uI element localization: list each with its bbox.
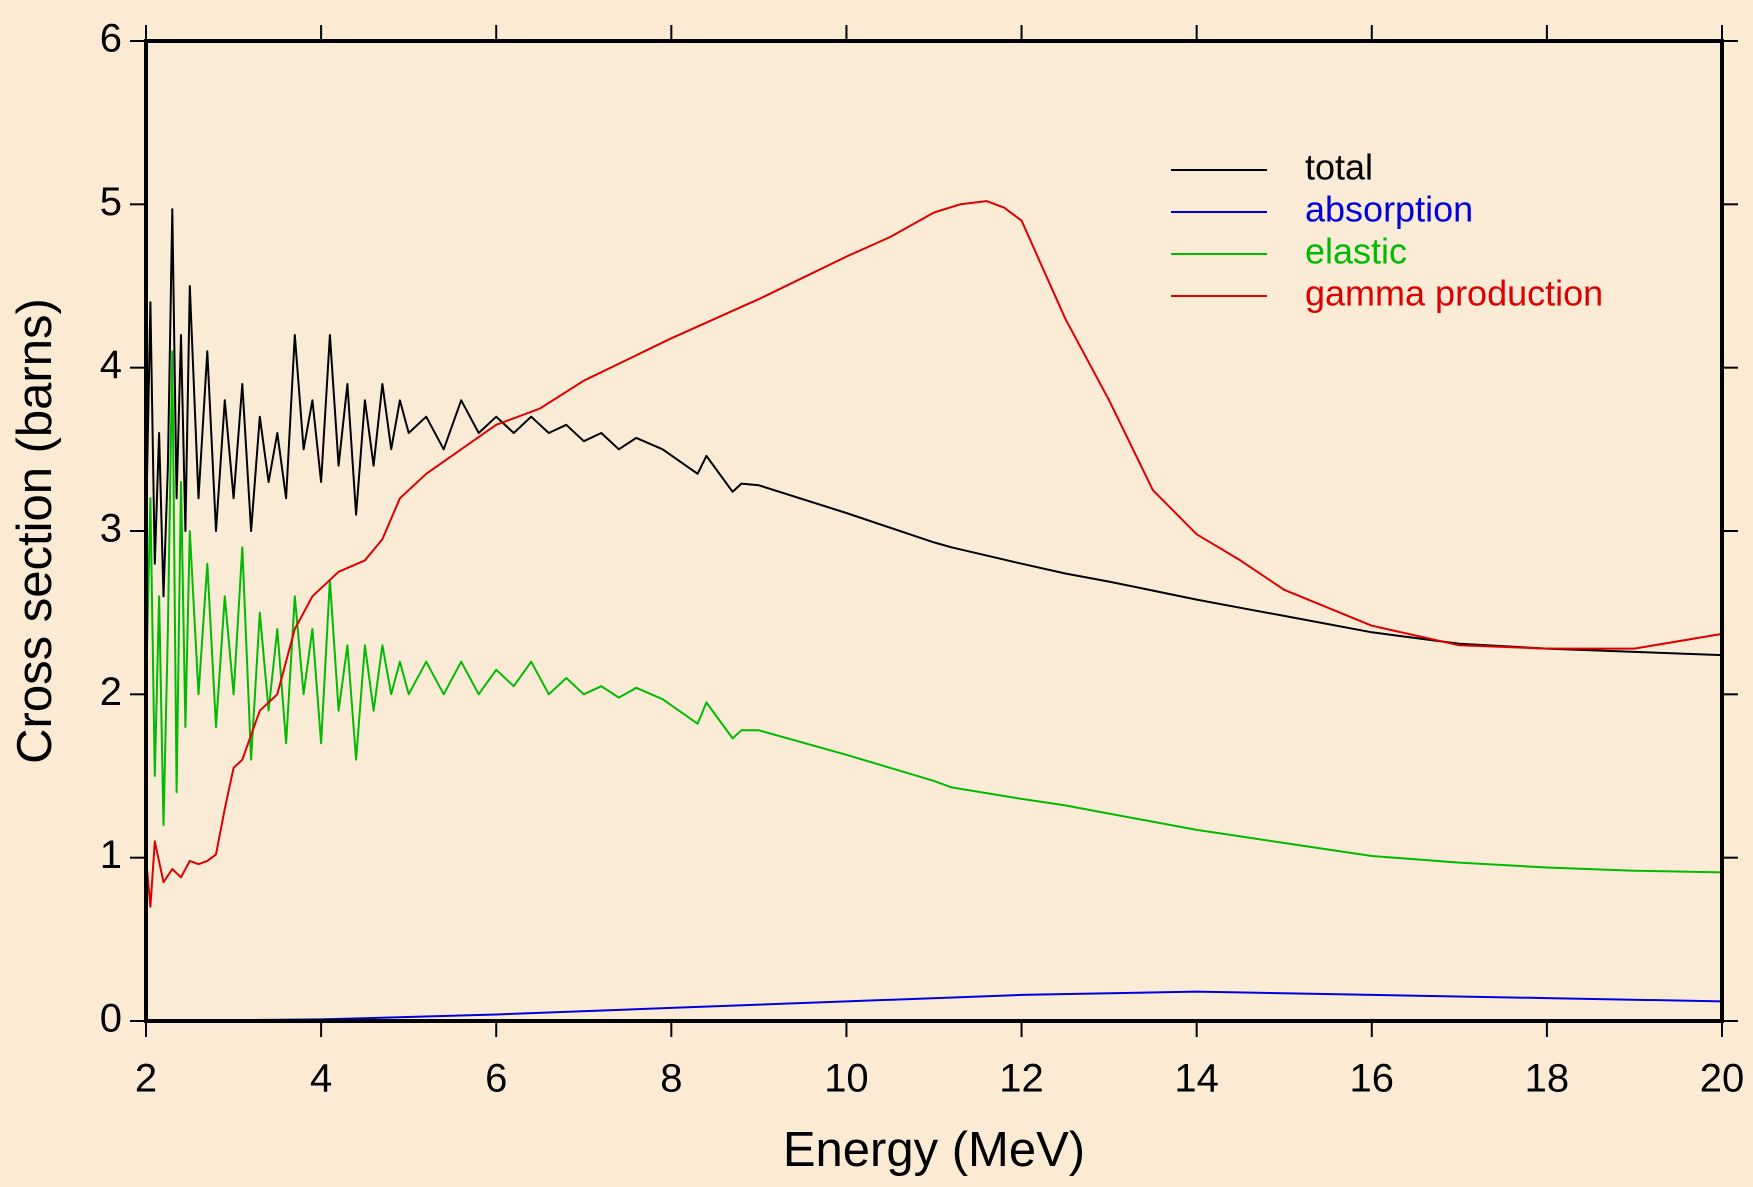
legend-label: elastic [1305,231,1407,272]
x-tick-label: 18 [1525,1057,1570,1101]
y-tick-label: 0 [100,997,122,1041]
x-tick-label: 12 [999,1057,1044,1101]
x-tick-label: 14 [1174,1057,1219,1101]
x-tick-label: 8 [660,1057,682,1101]
x-tick-label: 2 [135,1057,157,1101]
y-tick-label: 2 [100,670,122,714]
series-line [145,350,1723,874]
x-tick-label: 10 [824,1057,869,1101]
plot-frame [144,39,1724,1023]
y-tick-label: 1 [100,833,122,877]
y-tick-label: 6 [100,17,122,61]
x-tick-label: 16 [1350,1057,1395,1101]
series-line [145,990,1723,1022]
series-line [145,200,1723,908]
legend-label: gamma production [1305,273,1603,314]
series-line [145,208,1723,657]
legend-label: absorption [1305,189,1473,230]
y-axis-title: Cross section (barns) [8,298,62,764]
y-tick-label: 3 [100,507,122,551]
x-tick-label: 4 [310,1057,332,1101]
y-tick-label: 4 [100,343,122,387]
x-tick-label: 20 [1700,1057,1745,1101]
y-tick-label: 5 [100,180,122,224]
plot-background [146,41,1722,1021]
x-tick-label: 6 [485,1057,507,1101]
legend-label: total [1305,147,1373,188]
x-axis-title: Energy (MeV) [783,1123,1085,1177]
